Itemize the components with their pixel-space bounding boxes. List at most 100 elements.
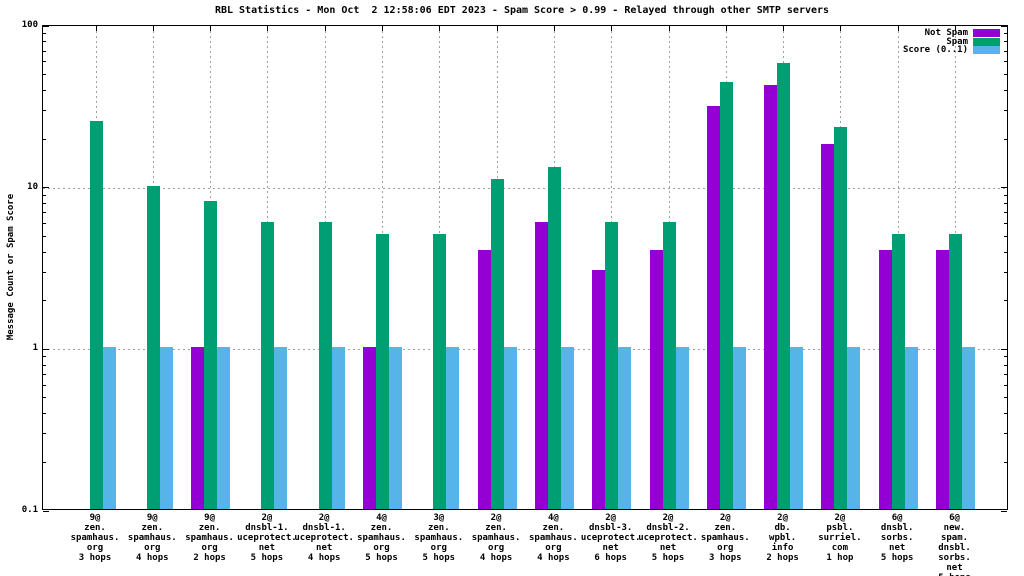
bar-not_spam — [936, 250, 949, 509]
x-category-label-line: 4@ — [547, 513, 559, 523]
y-tick-minor-right — [1004, 223, 1007, 225]
x-tick-top — [783, 26, 785, 31]
x-category-label-line: 2@ — [777, 513, 789, 523]
legend-row-not_spam: Not Spam — [903, 28, 1000, 38]
y-tick-label: 10 — [27, 181, 38, 192]
bar-score — [446, 347, 460, 509]
x-category-label-line: spamhaus. — [70, 533, 120, 543]
bar-spam — [318, 221, 332, 509]
x-category-label-line: 2 hops — [193, 553, 226, 563]
bar-score — [790, 347, 804, 509]
y-tick-minor-right — [1004, 235, 1007, 237]
x-category-label-line: 3@ — [433, 513, 445, 523]
x-category-label-line: org — [545, 543, 562, 553]
bar-not_spam — [821, 144, 835, 509]
y-tick-minor-right — [1004, 50, 1007, 52]
x-category-label-line: psbl. — [826, 523, 854, 533]
x-category-label-line: zen. — [542, 523, 565, 533]
x-category-label-line: sorbs. — [880, 533, 914, 543]
y-tick-minor-right — [1004, 384, 1007, 386]
x-category-label-line: org — [144, 543, 161, 553]
y-tick-major-right — [1001, 348, 1007, 350]
x-tick-top — [553, 26, 555, 31]
y-tick-minor-right — [1004, 461, 1007, 463]
y-tick-minor-left — [43, 461, 46, 463]
x-category-label-line: sorbs. — [938, 553, 971, 563]
x-category-label-line: 9@ — [146, 513, 158, 523]
x-category-label-line: spamhaus. — [414, 533, 464, 543]
x-category-label-line: new. — [943, 523, 966, 533]
x-category-label-line: dnsbl-3. — [589, 523, 633, 533]
x-category-label: 2@ dnsbl-1. uceprotect. net 5 hops — [212, 513, 322, 563]
x-category-label-line: org — [373, 543, 390, 553]
x-category-label: 6@ dnsbl. sorbs. net 5 hops — [842, 513, 952, 563]
y-tick-label: 0.1 — [21, 505, 38, 515]
bar-spam — [261, 221, 275, 509]
x-category-label: 9@ zen. spamhaus. org 4 hops — [97, 513, 207, 563]
y-tick-minor-left — [43, 110, 46, 112]
x-category-label-line: net — [889, 543, 906, 553]
x-category-label-line: 1 hop — [826, 553, 854, 563]
y-tick-minor-right — [1004, 397, 1007, 399]
x-category-label: 2@ dnsbl-2. uceprotect. net 5 hops — [613, 513, 723, 563]
x-category-label-line: com — [831, 543, 849, 553]
x-category-label-line: 4 hops — [479, 553, 513, 563]
x-category-label: 4@ zen. spamhaus. org 4 hops — [498, 513, 608, 563]
x-tick-top — [611, 26, 613, 31]
bar-spam — [376, 234, 389, 509]
y-tick-minor-left — [43, 251, 46, 253]
x-category-label-line: zen. — [141, 523, 164, 533]
x-category-label-line: 2 hops — [766, 553, 799, 563]
x-category-label-line: org — [430, 543, 447, 553]
x-tick-top — [496, 26, 498, 31]
y-tick-major-left — [43, 187, 49, 189]
x-category-label-line: net — [258, 543, 276, 553]
x-category-label-line: uceprotect. — [638, 533, 698, 543]
x-category-label-line: 4@ — [376, 513, 387, 523]
y-tick-minor-right — [1004, 251, 1007, 253]
x-tick-top — [267, 26, 269, 31]
bar-not_spam — [477, 250, 491, 509]
bar-spam — [834, 127, 848, 509]
y-tick-minor-left — [43, 300, 46, 302]
x-category-label-line: spamhaus. — [471, 533, 521, 543]
x-category-label-line: spamhaus. — [127, 533, 177, 543]
x-category-label: 3@ zen. spamhaus. org 5 hops — [384, 513, 494, 563]
x-category-label-line: uceprotect. — [237, 533, 297, 543]
legend-row-score: Score (0..1) — [902, 44, 1000, 55]
y-tick-minor-right — [1004, 433, 1007, 435]
x-tick-top — [382, 26, 383, 31]
x-category-label-line: spamhaus. — [357, 533, 406, 543]
legend-label-score: Score (0..1) — [902, 44, 968, 55]
bar-spam — [891, 234, 905, 509]
x-category-label-line: 2@ — [719, 513, 731, 523]
x-category-label-line: 4 hops — [307, 553, 341, 563]
bar-spam — [89, 121, 103, 509]
y-tick-minor-left — [43, 271, 46, 273]
bar-spam — [146, 185, 160, 509]
chart-title: RBL Statistics - Mon Oct 2 12:58:06 EDT … — [214, 5, 830, 16]
y-axis-title: Message Count or Spam Score — [6, 193, 16, 341]
y-tick-minor-left — [43, 74, 46, 76]
x-category-label-line: zen. — [485, 523, 507, 533]
x-category-label-line: spamhaus. — [700, 533, 750, 543]
bar-spam — [605, 221, 619, 509]
x-category-label-line: uceprotect. — [294, 533, 354, 543]
y-tick-minor-right — [1004, 413, 1007, 415]
x-category-label-line: 2@ — [662, 513, 674, 523]
legend-label-spam: Spam — [946, 36, 968, 47]
legend: Not Spam Spam Score (0..1) — [902, 28, 1000, 55]
y-tick-minor-left — [43, 50, 46, 52]
y-tick-minor-right — [1004, 202, 1007, 204]
y-tick-minor-right — [1004, 138, 1007, 140]
x-category-label-line: 2@ — [605, 513, 617, 523]
bar-score — [217, 347, 231, 509]
x-category-label: 2@ psbl. surriel. com 1 hop — [785, 513, 895, 563]
x-category-label-line: 2@ — [834, 513, 846, 523]
y-tick-minor-right — [1004, 212, 1007, 214]
x-category-label-line: dnsbl-2. — [646, 523, 690, 533]
bar-score — [331, 347, 345, 509]
bar-not_spam — [649, 250, 663, 509]
x-category-label-line: spam. — [940, 533, 969, 543]
